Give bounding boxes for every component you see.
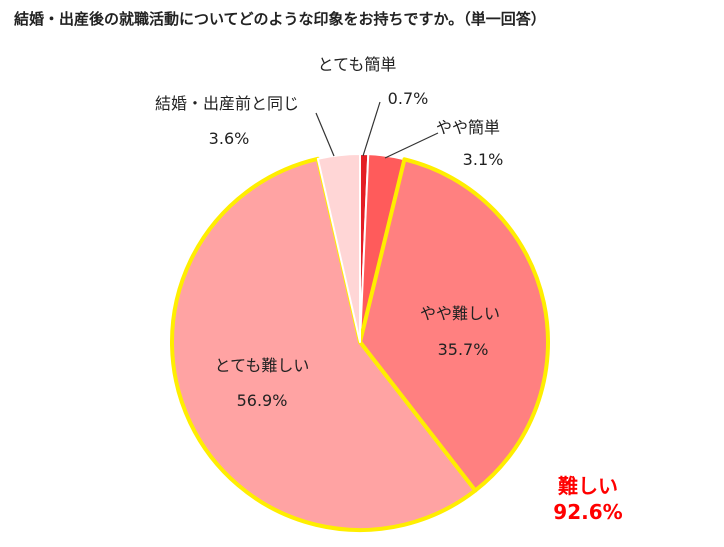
slice-label-4: とても難しい [215,356,310,375]
leader-line-5 [315,112,335,157]
leader-line-1 [362,101,381,157]
annotation-value: 92.6% [553,500,622,524]
slice-label-5: 結婚・出産前と同じ [155,94,299,113]
pie-slice-4 [170,156,478,532]
pie-slice-3 [358,157,551,493]
annotation-label: 難しい [558,474,618,498]
pie-slice-5 [316,153,361,343]
slice-label-3: やや難しい [420,304,500,323]
slice-value-4: 56.9% [237,391,288,410]
slice-value-3: 35.7% [438,340,489,359]
slice-value-1: 0.7% [388,89,429,108]
slice-label-2: やや簡単 [436,118,500,137]
slice-value-5: 3.6% [209,129,250,148]
slice-label-1: とても簡単 [318,55,397,74]
slice-value-2: 3.1% [463,150,504,169]
leader-line-2 [384,132,439,159]
chart-title: 結婚・出産後の就職活動についてどのような印象をお持ちですか。（単一回答） [14,10,546,28]
